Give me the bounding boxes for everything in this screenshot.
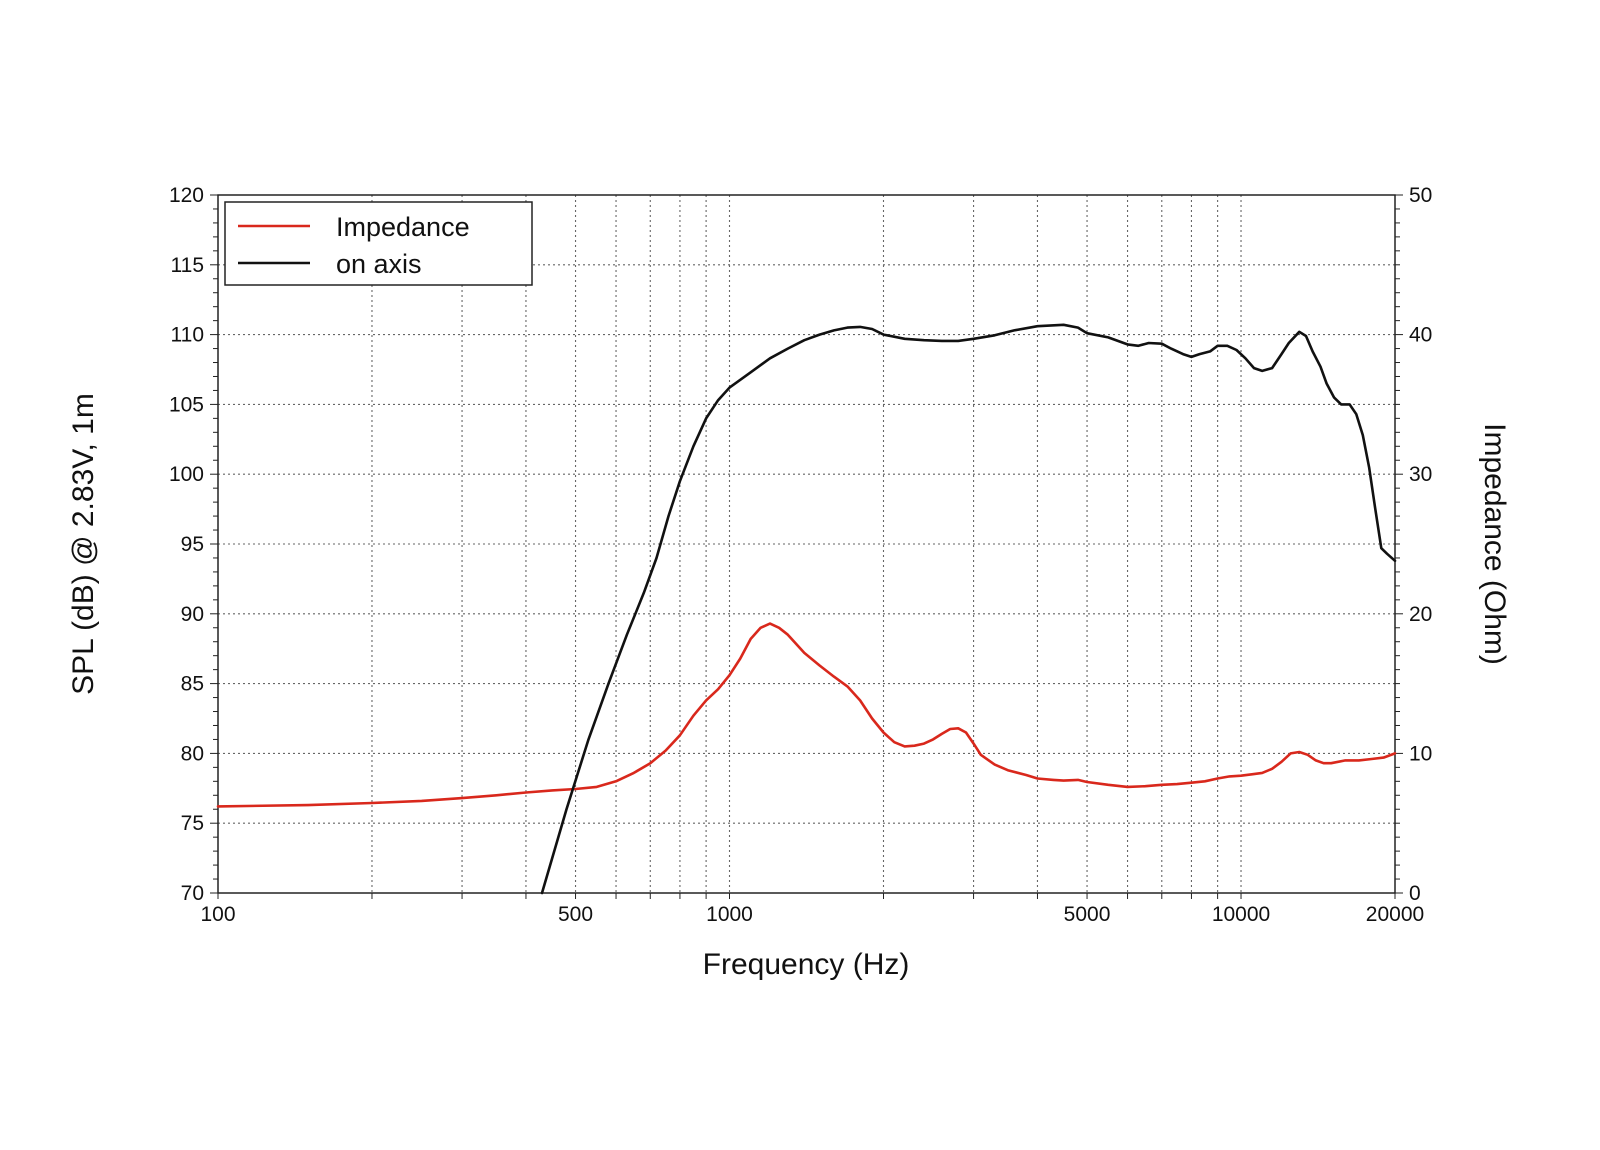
y2-tick-label: 0 bbox=[1409, 882, 1421, 905]
y2-tick-label: 20 bbox=[1409, 603, 1432, 626]
x-axis-title: Frequency (Hz) bbox=[703, 948, 910, 981]
legend-label-on-axis: on axis bbox=[336, 249, 422, 279]
y-tick-label: 90 bbox=[181, 603, 204, 626]
y-tick-label: 120 bbox=[169, 184, 204, 207]
x-tick-label: 20000 bbox=[1366, 903, 1424, 926]
series-line-impedance bbox=[216, 622, 1397, 808]
grid bbox=[218, 195, 1395, 893]
y-tick-label: 80 bbox=[181, 742, 204, 765]
y-tick-label: 115 bbox=[171, 254, 204, 277]
y-tick-label: 110 bbox=[171, 324, 204, 347]
y2-tick-label: 10 bbox=[1409, 742, 1432, 765]
legend-label-impedance: Impedance bbox=[336, 212, 470, 242]
y-tick-label: 95 bbox=[181, 533, 204, 556]
tick-labels: 100 500 1000 5000 10000 200007075808590951001… bbox=[169, 184, 1432, 926]
y2-tick-label: 30 bbox=[1409, 463, 1432, 486]
legend: Impedance on axis bbox=[224, 201, 533, 286]
axis-minor-ticks bbox=[210, 194, 1403, 899]
y-tick-label: 85 bbox=[181, 673, 204, 696]
series-line-on-axis bbox=[540, 323, 1397, 895]
y-axis-title: SPL (dB) @ 2.83V, 1m bbox=[67, 393, 100, 695]
y-tick-label: 70 bbox=[181, 882, 204, 905]
y2-tick-label: 50 bbox=[1409, 184, 1432, 207]
x-tick-label: 500 bbox=[558, 903, 593, 926]
y2-axis-title: Impedance (Ohm) bbox=[1478, 423, 1511, 665]
series-layer bbox=[216, 323, 1397, 895]
x-tick-label: 10000 bbox=[1212, 903, 1270, 926]
legend-box bbox=[224, 201, 533, 286]
y2-tick-label: 40 bbox=[1409, 324, 1432, 347]
y-tick-label: 105 bbox=[169, 393, 204, 416]
x-tick-label: 100 bbox=[200, 903, 235, 926]
y-tick-label: 75 bbox=[181, 812, 204, 835]
x-tick-label: 5000 bbox=[1064, 903, 1111, 926]
y-tick-label: 100 bbox=[169, 463, 204, 486]
x-tick-label: 1000 bbox=[706, 903, 753, 926]
